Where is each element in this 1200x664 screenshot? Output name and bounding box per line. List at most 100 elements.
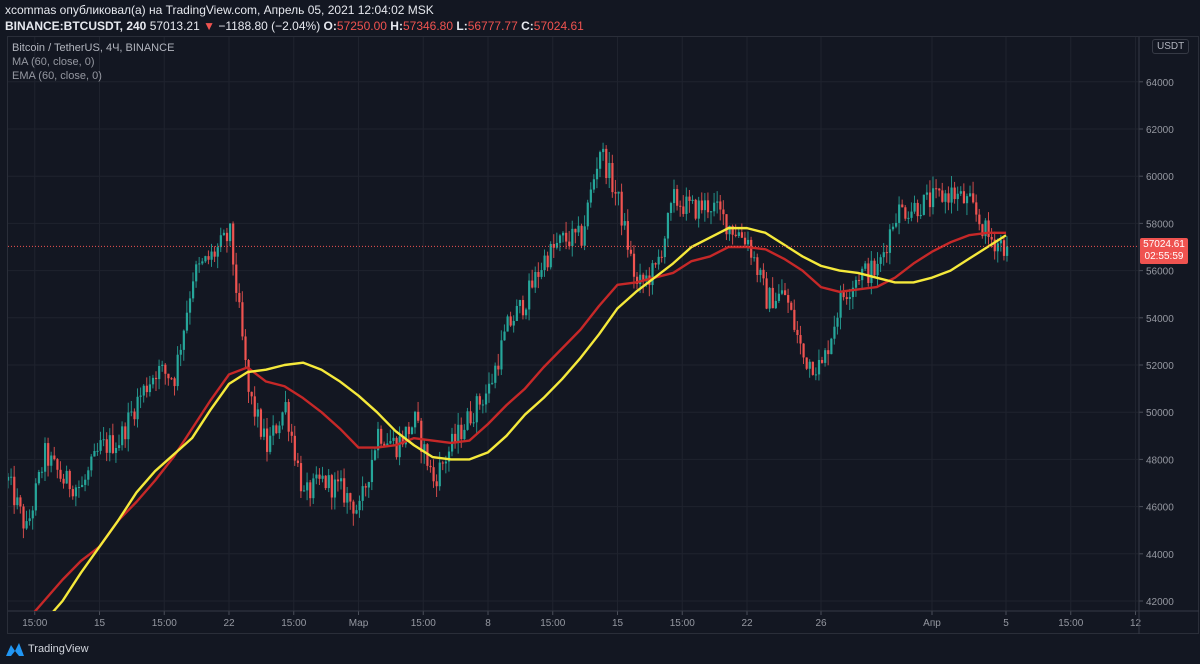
candle-body bbox=[910, 211, 913, 218]
candle-body bbox=[361, 486, 364, 501]
candle-body bbox=[935, 188, 938, 190]
candle-body bbox=[608, 162, 611, 179]
candle-body bbox=[941, 190, 944, 202]
x-tick-label: 22 bbox=[223, 618, 235, 629]
candle-body bbox=[972, 193, 975, 203]
candle-body bbox=[993, 239, 996, 252]
candle-body bbox=[660, 256, 663, 258]
candle-body bbox=[164, 364, 167, 374]
candle-body bbox=[959, 191, 962, 194]
candle-body bbox=[521, 300, 525, 316]
candle-body bbox=[281, 412, 284, 426]
candle-body bbox=[697, 200, 700, 219]
candle-body bbox=[213, 251, 216, 257]
last-price-label: 57024.61 02:55:59 bbox=[1140, 238, 1188, 264]
candle-body bbox=[515, 305, 518, 321]
candle-body bbox=[306, 482, 309, 491]
candle-body bbox=[848, 297, 851, 299]
candle-body bbox=[876, 263, 879, 276]
candle-body bbox=[463, 429, 466, 440]
candle-body bbox=[762, 269, 765, 279]
candle-body bbox=[713, 202, 716, 212]
candle-body bbox=[50, 455, 53, 466]
candle-body bbox=[870, 260, 873, 284]
candle-body bbox=[491, 382, 494, 384]
candle-body bbox=[651, 263, 654, 286]
y-tick-label: 46000 bbox=[1146, 503, 1174, 514]
candle-body bbox=[167, 373, 170, 379]
candle-body bbox=[722, 209, 725, 215]
candle-body bbox=[438, 462, 441, 487]
candle-body bbox=[133, 411, 136, 420]
candle-body bbox=[716, 201, 719, 203]
candle-body bbox=[851, 287, 855, 298]
open-value: 57250.00 bbox=[336, 19, 387, 33]
candle-body bbox=[500, 340, 503, 370]
candle-body bbox=[404, 426, 407, 445]
legend-ma[interactable]: MA (60, close, 0) bbox=[12, 56, 95, 68]
candle-body bbox=[990, 236, 993, 240]
candle-body bbox=[534, 272, 537, 288]
x-tick-label: 15 bbox=[612, 618, 624, 629]
candle-body bbox=[546, 255, 549, 268]
candle-body bbox=[747, 239, 750, 245]
candle-body bbox=[599, 152, 602, 169]
candle-body bbox=[349, 493, 352, 502]
candle-body bbox=[864, 263, 867, 269]
candle-body bbox=[611, 162, 614, 193]
candle-body bbox=[623, 221, 626, 226]
candle-body bbox=[343, 478, 346, 503]
candle-body bbox=[586, 202, 589, 227]
candle-body bbox=[932, 188, 935, 208]
x-tick-label: 15:00 bbox=[540, 618, 565, 629]
last-price-value: 57024.61 bbox=[1143, 239, 1185, 250]
candle-body bbox=[799, 335, 802, 344]
candle-body bbox=[47, 443, 50, 466]
x-tick-label: 15:00 bbox=[22, 618, 47, 629]
candle-body bbox=[383, 443, 386, 446]
candle-body bbox=[568, 241, 571, 247]
candle-body bbox=[981, 224, 984, 237]
candle-body bbox=[324, 475, 327, 489]
candle-body bbox=[161, 364, 164, 366]
candle-body bbox=[333, 479, 337, 498]
candle-body bbox=[725, 214, 728, 235]
candle-body bbox=[13, 476, 16, 506]
candle-body bbox=[121, 426, 124, 446]
candle-body bbox=[414, 411, 417, 428]
low-label: L: bbox=[456, 19, 468, 33]
candle-body bbox=[10, 476, 13, 478]
candle-body bbox=[96, 450, 99, 452]
candle-body bbox=[555, 242, 559, 248]
candle-body bbox=[565, 232, 568, 242]
candle-body bbox=[996, 243, 999, 252]
currency-button[interactable]: USDT bbox=[1152, 39, 1190, 54]
tradingview-logo[interactable]: TradingView bbox=[5, 641, 89, 657]
candle-body bbox=[824, 350, 827, 363]
candle-body bbox=[617, 191, 620, 194]
bar-countdown: 02:55:59 bbox=[1144, 251, 1184, 262]
ema-line bbox=[33, 231, 1006, 611]
candle-body bbox=[373, 450, 377, 460]
candle-body bbox=[417, 411, 420, 421]
close-label: C: bbox=[521, 19, 534, 33]
candle-body bbox=[858, 279, 861, 281]
chart-pane[interactable] bbox=[7, 36, 1199, 634]
candle-body bbox=[256, 409, 259, 417]
candle-body bbox=[299, 463, 303, 492]
candle-body bbox=[488, 383, 491, 394]
candle-body bbox=[99, 440, 102, 451]
candle-body bbox=[965, 196, 969, 204]
candle-body bbox=[676, 189, 679, 206]
candle-body bbox=[669, 203, 673, 213]
candle-body bbox=[694, 199, 697, 219]
candle-body bbox=[679, 205, 682, 207]
candle-body bbox=[811, 361, 814, 375]
candle-body bbox=[478, 396, 481, 405]
candle-body bbox=[780, 290, 784, 294]
legend-ema[interactable]: EMA (60, close, 0) bbox=[12, 70, 102, 82]
candle-body bbox=[737, 232, 740, 236]
candle-body bbox=[531, 280, 534, 288]
candle-body bbox=[805, 357, 808, 369]
